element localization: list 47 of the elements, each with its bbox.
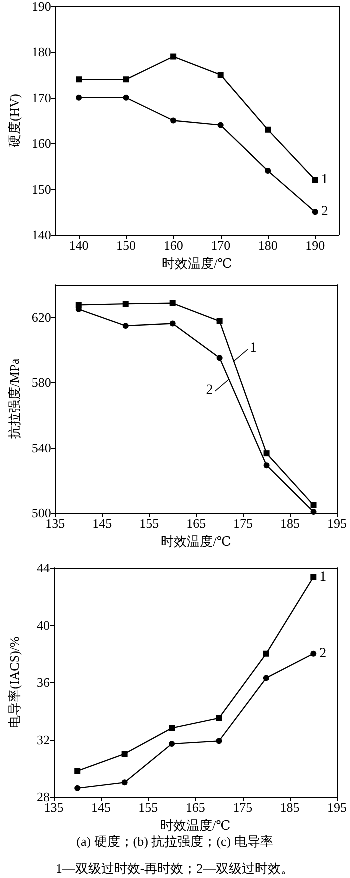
- x-axis-title: 时效温度/℃: [162, 256, 232, 271]
- annotation: 1: [250, 341, 257, 356]
- x-tick-label: 155: [140, 516, 160, 531]
- series-label: 2: [321, 204, 328, 220]
- x-axis-title: 时效温度/℃: [160, 818, 231, 833]
- annotation: 2: [206, 382, 214, 398]
- x-tick-label: 150: [116, 238, 136, 253]
- y-tick-label: 620: [32, 310, 52, 326]
- text: 1—双级过时效-再时效；2—双级过时效。: [56, 861, 294, 876]
- x-tick-label: 180: [258, 238, 278, 253]
- series-label: 1: [320, 570, 327, 585]
- text: (a) 硬度；(b) 抗拉强度；(c) 电导率: [76, 834, 274, 849]
- series-label: 1: [321, 172, 328, 188]
- x-tick-label: 155: [138, 800, 158, 815]
- y-tick-label: 28: [37, 790, 50, 804]
- y-tick-label: 580: [32, 375, 52, 390]
- x-tick-label: 140: [69, 238, 89, 253]
- x-tick-label: 170: [211, 238, 231, 253]
- x-tick-label: 175: [234, 516, 254, 531]
- y-tick-label: 150: [32, 182, 52, 197]
- x-tick-label: 165: [186, 516, 206, 531]
- x-tick-label: 190: [306, 238, 326, 253]
- y-tick-label: 140: [32, 228, 52, 242]
- y-tick-label: 540: [32, 440, 52, 456]
- y-tick-label: 32: [37, 732, 50, 748]
- x-tick-label: 160: [164, 238, 184, 253]
- y-axis-title: 抗拉强度/MPa: [7, 358, 22, 440]
- y-axis-title: 电导率(IACS)/%: [7, 636, 22, 728]
- y-tick-label: 44: [37, 560, 50, 576]
- x-tick-label: 145: [92, 516, 112, 531]
- y-tick-label: 36: [37, 675, 50, 690]
- y-axis-title: 硬度(HV): [7, 94, 22, 148]
- y-tick-label: 160: [32, 136, 52, 152]
- x-tick-label: 185: [280, 516, 300, 531]
- x-tick-label: 145: [91, 800, 111, 815]
- y-tick-label: 500: [32, 506, 52, 520]
- series-label: 2: [320, 646, 327, 662]
- x-axis-title: 时效温度/℃: [161, 534, 232, 549]
- y-tick-label: 40: [37, 618, 50, 633]
- y-tick-label: 180: [32, 44, 52, 60]
- x-tick-label: 195: [328, 516, 347, 531]
- x-tick-label: 185: [280, 800, 300, 815]
- y-tick-label: 190: [32, 0, 52, 14]
- y-tick-label: 170: [32, 90, 52, 106]
- x-tick-label: 195: [328, 800, 347, 815]
- x-tick-label: 165: [186, 800, 206, 815]
- x-tick-label: 175: [233, 800, 253, 815]
